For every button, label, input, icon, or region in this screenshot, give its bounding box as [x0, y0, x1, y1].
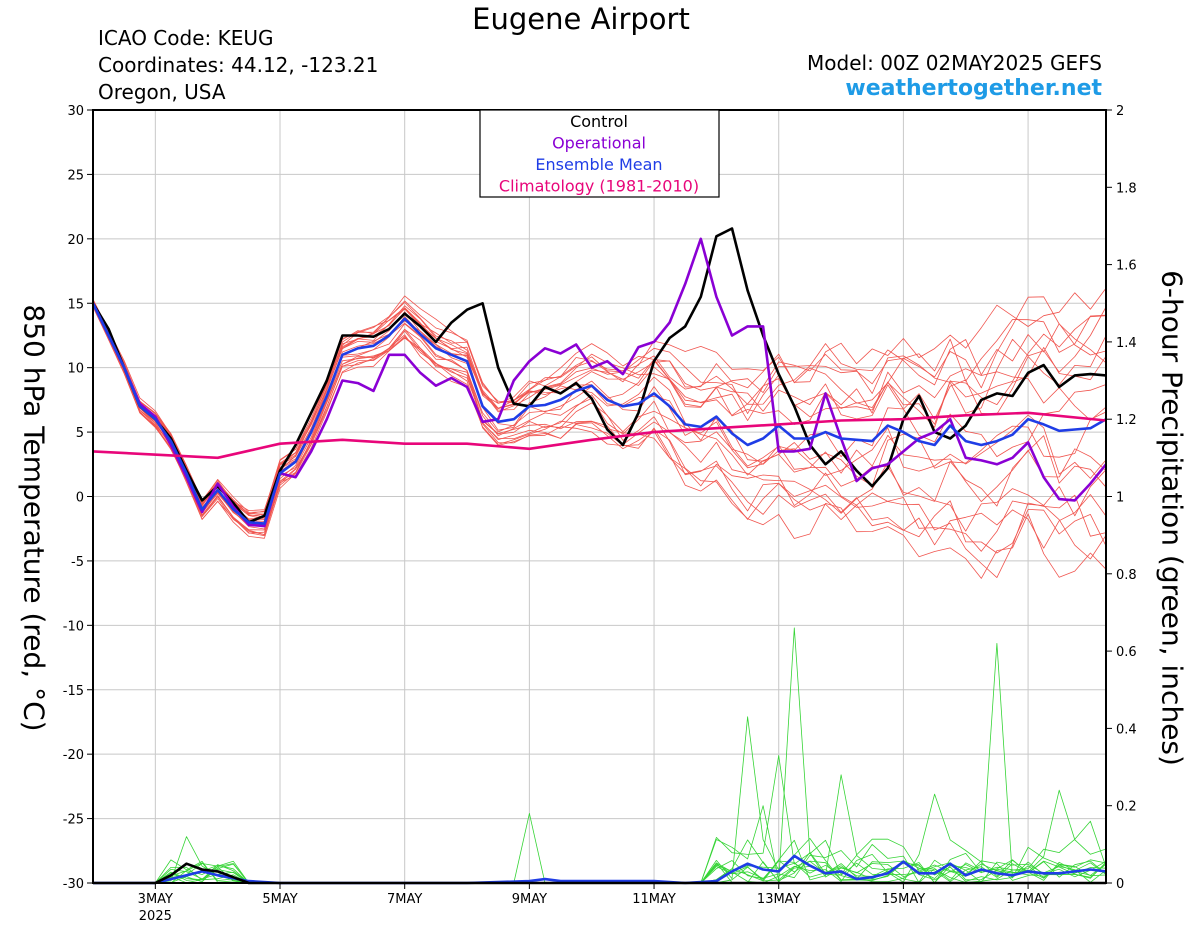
temp-member-line [92, 305, 1107, 560]
y-tick-label: 25 [67, 168, 84, 183]
legend-box [479, 109, 720, 198]
y2-tick-label: 0.4 [1116, 722, 1137, 737]
y2-tick-label: 1.2 [1116, 413, 1137, 428]
y2-tick-label: 0 [1116, 877, 1124, 892]
series-ensemble-mean-precip [93, 854, 1107, 885]
y2-tick-label: 0.6 [1116, 645, 1137, 660]
legend-entry: Control [570, 112, 628, 131]
x-tick-label: 11MAY [632, 892, 676, 907]
temp-member-line [92, 296, 1107, 515]
coordinates: Coordinates: 44.12, -123.21 [98, 53, 379, 77]
x-tick-year: 2025 [139, 909, 172, 924]
y-tick-label: -5 [71, 555, 84, 570]
icao-code: ICAO Code: KEUG [98, 26, 274, 50]
x-tick-label: 7MAY [387, 892, 422, 907]
temp-member-line [92, 300, 1107, 516]
precip-member-line [93, 820, 1107, 884]
axes: 302520151050-5-10-15-20-25-3021.81.61.41… [63, 104, 1137, 924]
y2-tick-label: 1.4 [1116, 336, 1137, 351]
legend-entry: Operational [552, 134, 646, 153]
y-tick-label: -30 [63, 877, 84, 892]
series-operational [91, 237, 1108, 528]
y-tick-label: -15 [63, 684, 84, 699]
x-tick-label: 3MAY [138, 892, 173, 907]
temp-member-line [92, 306, 1107, 578]
y2-tick-label: 2 [1116, 104, 1124, 119]
precip-member-line [93, 755, 1107, 884]
x-tick-label: 15MAY [882, 892, 926, 907]
precip-member-line [93, 789, 1107, 884]
precip-member-line [93, 627, 1107, 884]
website-link[interactable]: weathertogether.net [845, 76, 1102, 101]
model-run: Model: 00Z 02MAY2025 GEFS [807, 51, 1102, 75]
series-ensemble-mean [91, 302, 1107, 525]
precip-ensemble-members [93, 627, 1107, 884]
x-tick-label: 17MAY [1006, 892, 1050, 907]
legend: Control Operational Ensemble Mean Climatolo… [479, 109, 720, 198]
temp-member-line [92, 306, 1107, 554]
chart-series [91, 227, 1108, 885]
series-control [91, 227, 1107, 524]
y2-tick-label: 0.2 [1116, 800, 1137, 815]
temp-member-line [92, 306, 1107, 579]
y-tick-label: -10 [63, 619, 84, 634]
chart-title: Eugene Airport [472, 2, 690, 36]
x-tick-label: 13MAY [757, 892, 801, 907]
y-tick-label: 15 [67, 297, 84, 312]
y-tick-label: 30 [67, 104, 84, 119]
legend-entry: Ensemble Mean [535, 155, 662, 174]
grid [93, 109, 1106, 884]
temp-member-line [92, 300, 1107, 513]
y2-tick-label: 1.8 [1116, 181, 1137, 196]
legend-entry: Climatology (1981-2010) [499, 177, 699, 196]
y-tick-label: 10 [67, 362, 84, 377]
y-tick-label: -20 [63, 748, 84, 763]
x-tick-label: 5MAY [262, 892, 297, 907]
y-tick-label: 5 [76, 426, 84, 441]
y2-tick-label: 0.8 [1116, 568, 1137, 583]
precip-member-line [93, 643, 1107, 884]
temp-member-line [92, 303, 1107, 522]
region: Oregon, USA [98, 80, 226, 104]
x-tick-label: 9MAY [512, 892, 547, 907]
temp-member-line [92, 287, 1107, 515]
y2-tick-label: 1 [1116, 491, 1124, 506]
y-tick-label: 20 [67, 233, 84, 248]
temp-member-line [92, 300, 1107, 520]
temp-member-line [92, 303, 1107, 530]
temp-member-line [92, 305, 1107, 535]
temp-ensemble-members [92, 287, 1107, 579]
series-climatology-1981-2010 [92, 411, 1107, 460]
y-tick-label: -25 [63, 813, 84, 828]
y-tick-label: 0 [76, 491, 84, 506]
y2-tick-label: 1.6 [1116, 259, 1137, 274]
